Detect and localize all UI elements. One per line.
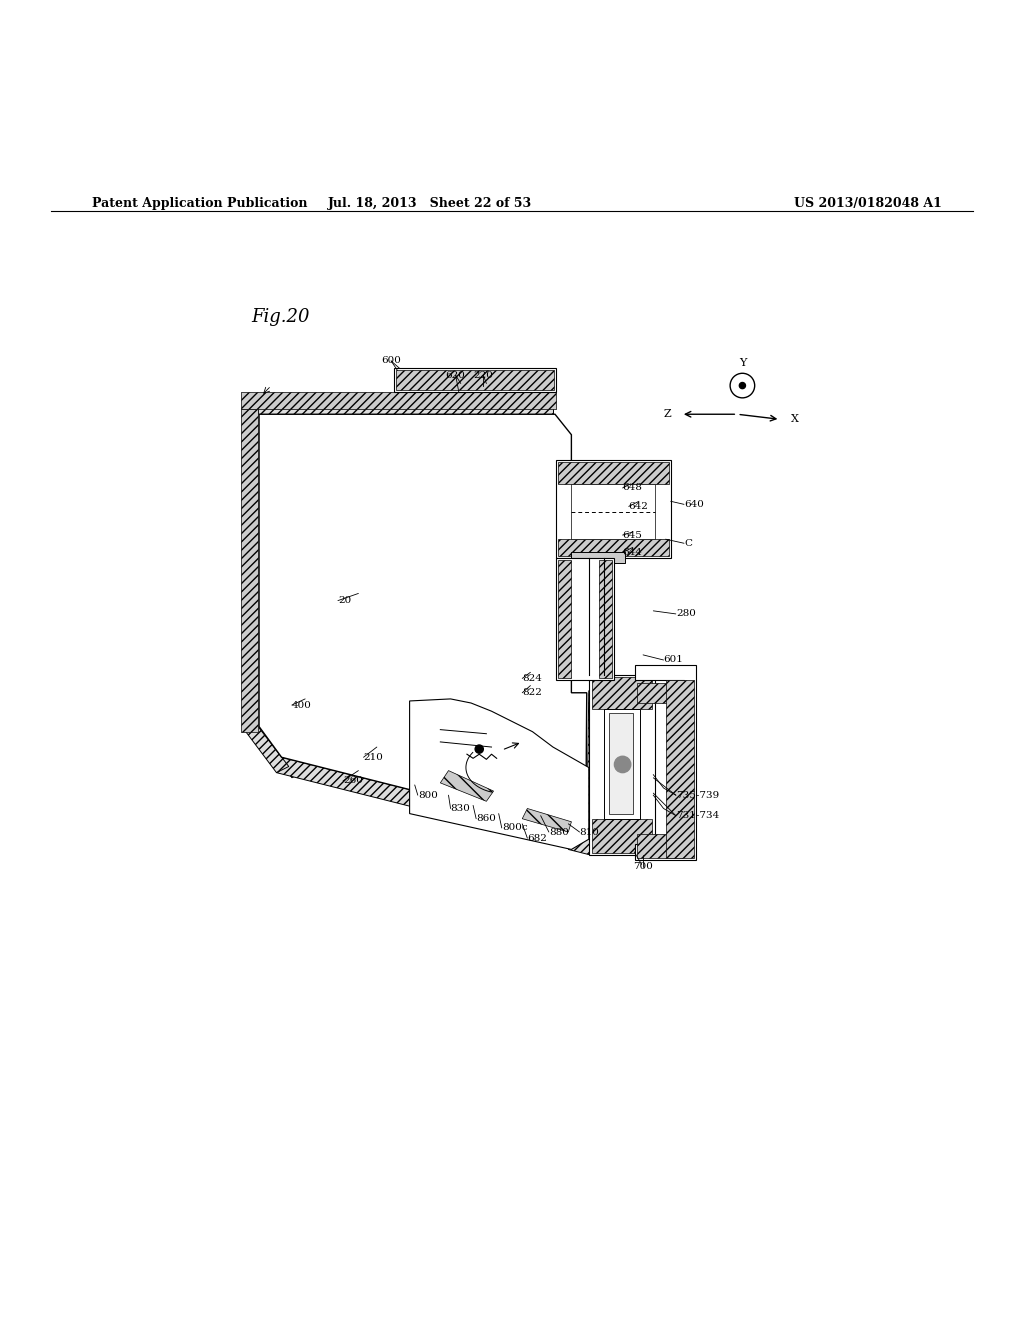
Circle shape	[739, 383, 745, 388]
Circle shape	[475, 744, 483, 754]
Text: 800: 800	[418, 791, 437, 800]
Text: 830: 830	[451, 804, 470, 813]
Polygon shape	[558, 462, 669, 484]
Polygon shape	[568, 690, 604, 854]
Text: 731-734: 731-734	[676, 812, 719, 820]
Text: 880: 880	[549, 828, 568, 837]
Text: 20: 20	[338, 597, 351, 605]
Polygon shape	[522, 808, 571, 832]
Text: 810: 810	[580, 828, 599, 837]
Text: 800c: 800c	[502, 824, 527, 833]
Text: 620: 620	[445, 371, 466, 380]
Polygon shape	[609, 713, 633, 813]
Polygon shape	[666, 681, 694, 858]
Polygon shape	[246, 726, 289, 772]
Text: X: X	[791, 414, 799, 424]
Text: Z: Z	[664, 409, 671, 420]
Polygon shape	[635, 665, 696, 859]
Polygon shape	[556, 461, 671, 557]
Text: 735-739: 735-739	[676, 791, 719, 800]
Text: 640: 640	[684, 500, 703, 508]
Text: 700: 700	[633, 862, 653, 871]
Polygon shape	[261, 722, 302, 777]
Text: 210: 210	[364, 752, 383, 762]
Polygon shape	[241, 409, 258, 731]
Polygon shape	[258, 399, 553, 414]
Text: 220: 220	[473, 371, 494, 380]
Text: 260: 260	[343, 776, 362, 785]
Circle shape	[614, 756, 631, 772]
Polygon shape	[637, 682, 682, 704]
Polygon shape	[637, 834, 682, 858]
Polygon shape	[571, 553, 625, 562]
Polygon shape	[259, 414, 587, 834]
Polygon shape	[396, 370, 554, 389]
Polygon shape	[589, 676, 655, 854]
Polygon shape	[241, 392, 556, 409]
Polygon shape	[440, 771, 494, 801]
Text: 601: 601	[664, 656, 683, 664]
Text: 642: 642	[629, 502, 648, 511]
Polygon shape	[556, 557, 614, 681]
Polygon shape	[410, 698, 589, 850]
Text: 644: 644	[623, 548, 642, 557]
Polygon shape	[558, 539, 669, 556]
Text: 822: 822	[522, 688, 542, 697]
Text: 645: 645	[623, 531, 642, 540]
Polygon shape	[571, 484, 655, 539]
Text: Fig.20: Fig.20	[251, 308, 309, 326]
Text: 682: 682	[527, 834, 547, 842]
Text: 648: 648	[623, 483, 642, 492]
Polygon shape	[604, 709, 640, 818]
Text: 280: 280	[676, 610, 695, 618]
Text: US 2013/0182048 A1: US 2013/0182048 A1	[795, 197, 942, 210]
Text: 824: 824	[522, 675, 542, 682]
Text: Patent Application Publication: Patent Application Publication	[92, 197, 307, 210]
Polygon shape	[592, 677, 652, 709]
Text: Jul. 18, 2013   Sheet 22 of 53: Jul. 18, 2013 Sheet 22 of 53	[328, 197, 532, 210]
Text: Y: Y	[738, 358, 746, 368]
Text: 400: 400	[292, 701, 311, 710]
Polygon shape	[592, 818, 652, 853]
Polygon shape	[599, 560, 612, 678]
Polygon shape	[276, 758, 587, 850]
Text: 600: 600	[381, 356, 401, 366]
Text: 860: 860	[476, 814, 496, 824]
Polygon shape	[558, 560, 571, 678]
Text: C: C	[684, 539, 692, 548]
Polygon shape	[394, 368, 556, 392]
